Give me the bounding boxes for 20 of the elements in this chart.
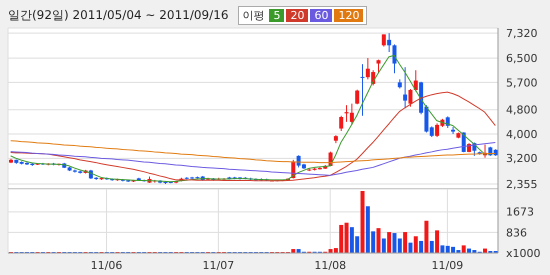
chart-title: 일간(92일) 2011/05/04 ~ 2011/09/16 (8, 7, 228, 24)
y-tick-label: 4,800 (506, 104, 538, 117)
x-tick-label: 11/08 (314, 258, 346, 272)
text: 5 (269, 9, 284, 22)
y-tick-label: 3,200 (506, 152, 538, 166)
y-tick-label: 6,500 (506, 52, 538, 65)
y-tick-label: 836 (506, 226, 527, 240)
y-tick-label: 4,000 (506, 128, 538, 141)
y-tick-label: 2,355 (506, 178, 538, 191)
legend-title: 이평 (242, 8, 264, 23)
y-tick-label: 5,700 (506, 76, 538, 90)
text: 20 (286, 9, 308, 22)
text: 60 (310, 9, 332, 22)
y-tick-label: x1000 (506, 246, 541, 260)
text: 120 (334, 9, 364, 22)
y-tick-label: 1673 (506, 206, 534, 219)
x-tick-label: 11/06 (90, 258, 122, 272)
y-tick-label: 7,320 (506, 27, 538, 40)
x-tick-label: 11/09 (432, 258, 464, 272)
x-tick-label: 11/07 (202, 258, 234, 272)
